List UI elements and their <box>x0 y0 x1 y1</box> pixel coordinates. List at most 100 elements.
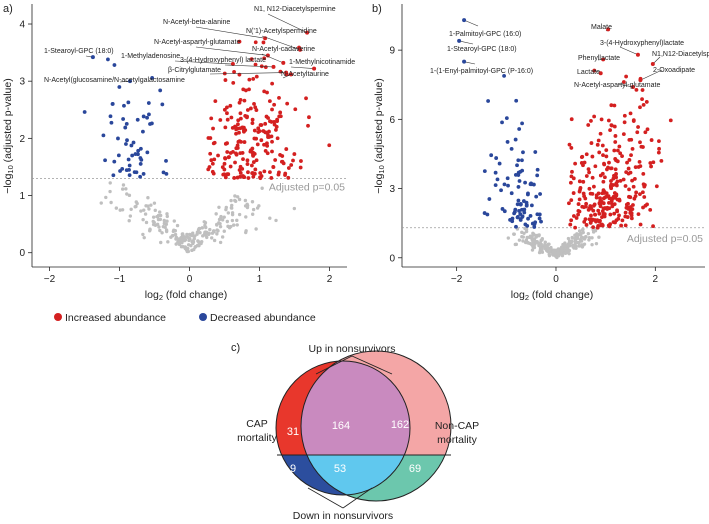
undefined-point-increased <box>579 161 584 165</box>
undefined-point-increased <box>590 175 595 180</box>
undefined-point-increased <box>609 123 614 128</box>
undefined-point-label: Malate <box>591 24 612 31</box>
undefined-point-decreased <box>108 114 113 119</box>
undefined-point-ns <box>180 241 184 245</box>
undefined-point-ns <box>153 208 157 213</box>
undefined-point-ns <box>155 214 159 219</box>
undefined-point-increased <box>629 153 633 158</box>
undefined-point-increased <box>578 186 583 190</box>
undefined-point-ns <box>208 227 212 232</box>
undefined-point-decreased <box>539 219 543 224</box>
undefined-point-increased <box>618 178 623 183</box>
undefined-point-increased <box>208 151 213 156</box>
undefined-point-increased <box>634 190 639 195</box>
undefined-point-increased <box>577 179 582 184</box>
undefined-point-labeled <box>598 71 603 76</box>
undefined-point-increased <box>237 100 242 105</box>
undefined-point-increased <box>620 218 625 223</box>
undefined-point-increased <box>630 178 635 183</box>
undefined-point-increased <box>249 57 254 62</box>
undefined-label-leader <box>174 60 233 65</box>
undefined-point-increased <box>237 130 241 135</box>
undefined-point-decreased <box>499 188 503 193</box>
undefined-point-increased <box>246 170 250 175</box>
undefined-point-decreased <box>506 183 510 188</box>
undefined-point-increased <box>617 144 622 149</box>
undefined-point-decreased <box>520 168 525 173</box>
undefined-point-increased <box>614 158 618 163</box>
undefined-point-labeled <box>305 30 310 35</box>
undefined-point-increased <box>596 208 601 213</box>
undefined-point-label: 3-(4-Hydroxyphenyl) lactate <box>180 57 266 64</box>
undefined-threshold-label: Adjusted p=0.05 <box>269 181 345 193</box>
undefined-point-decreased <box>514 98 519 103</box>
undefined-point-increased <box>601 196 606 201</box>
undefined-point-decreased <box>535 167 540 172</box>
undefined-point-decreased <box>127 173 132 178</box>
undefined-point-ns <box>237 212 242 217</box>
undefined-point-increased <box>609 198 614 203</box>
undefined-point-increased <box>262 56 267 61</box>
undefined-point-ns <box>251 207 256 212</box>
legend-decreased-marker <box>199 313 207 321</box>
undefined-point-ns <box>147 207 151 211</box>
undefined-point-increased <box>284 147 289 151</box>
undefined-point-increased <box>649 138 654 142</box>
undefined-point-ns <box>237 197 242 202</box>
undefined-point-increased <box>250 146 255 151</box>
undefined-x-tick-label: 0 <box>553 274 559 285</box>
undefined-y-tick-label: 1 <box>19 191 25 202</box>
legend: Increased abundance Decreased abundance <box>54 312 316 324</box>
undefined-point-label: N-Acetyl(glucosamine/N-acetylgalactosami… <box>44 77 185 84</box>
undefined-x-tick-label: −2 <box>451 274 463 285</box>
undefined-point-decreased <box>535 212 540 217</box>
undefined-point-decreased <box>138 162 143 166</box>
undefined-point-ns <box>547 253 552 258</box>
undefined-point-increased <box>599 117 604 122</box>
undefined-point-decreased <box>516 158 521 163</box>
undefined-point-ns <box>162 218 166 223</box>
undefined-point-increased <box>651 224 655 229</box>
undefined-y-tick-label: 0 <box>19 248 25 259</box>
undefined-point-ns <box>174 242 178 246</box>
undefined-point-increased <box>602 161 606 166</box>
undefined-y-tick-label: 4 <box>19 20 25 31</box>
undefined-point-ns <box>196 227 201 232</box>
undefined-point-ns <box>512 232 516 236</box>
undefined-point-increased <box>262 169 267 174</box>
undefined-point-increased <box>592 114 597 119</box>
undefined-point-decreased <box>505 140 510 144</box>
undefined-point-ns <box>212 238 217 243</box>
undefined-point-increased <box>253 40 258 45</box>
undefined-point-ns <box>182 236 186 240</box>
undefined-point-increased <box>232 69 236 74</box>
undefined-point-increased <box>637 159 642 164</box>
undefined-point-ns <box>230 212 235 217</box>
undefined-point-increased <box>243 128 248 132</box>
undefined-point-decreased <box>150 121 154 126</box>
undefined-point-ns <box>215 228 219 232</box>
undefined-point-increased <box>583 217 588 222</box>
undefined-point-increased <box>589 119 593 123</box>
undefined-point-increased <box>568 180 573 185</box>
undefined-point-increased <box>277 114 282 119</box>
panel-b-label: b) <box>372 3 382 15</box>
undefined-point-ns <box>254 227 258 231</box>
undefined-point-increased <box>612 148 617 153</box>
undefined-point-increased <box>629 216 634 221</box>
venn-up-pointer-left <box>315 355 353 375</box>
undefined-point-increased <box>250 117 255 122</box>
undefined-y-tick-label: 9 <box>389 46 395 57</box>
undefined-point-ns <box>141 232 145 237</box>
undefined-point-increased <box>595 225 600 230</box>
undefined-point-decreased <box>487 197 492 201</box>
undefined-point-increased <box>247 77 252 82</box>
undefined-point-ns <box>543 245 548 249</box>
undefined-point-increased <box>233 160 237 165</box>
undefined-point-increased <box>576 202 581 206</box>
undefined-point-ns <box>587 238 591 242</box>
undefined-point-ns <box>570 235 574 240</box>
undefined-point-increased <box>612 103 617 108</box>
undefined-point-decreased <box>130 153 135 158</box>
undefined-point-increased <box>602 175 607 180</box>
